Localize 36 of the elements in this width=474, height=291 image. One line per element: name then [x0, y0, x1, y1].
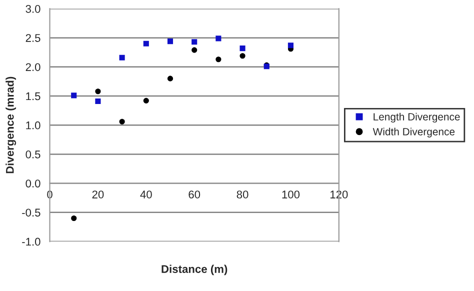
y-tick-label: 0.0 — [26, 180, 40, 188]
x-tick-label: 20 — [92, 190, 104, 198]
x-tick-label: 60 — [188, 190, 200, 198]
point — [240, 53, 246, 59]
point — [167, 76, 174, 82]
point — [240, 46, 246, 52]
x-tick-label: 40 — [140, 190, 152, 198]
y-tick-label: -1.0 — [22, 238, 40, 246]
point — [119, 54, 125, 60]
x-tick-label: 120 — [330, 190, 348, 198]
y-tick-label: -0.5 — [22, 208, 40, 217]
point — [167, 38, 174, 44]
x-tick-label: 80 — [236, 190, 248, 198]
point — [288, 42, 294, 48]
point — [216, 56, 222, 62]
x-tick-label: 100 — [282, 190, 300, 198]
legend-label: Width Divergence — [372, 128, 455, 138]
legend-label: Length Divergence — [374, 112, 460, 123]
point — [192, 39, 198, 45]
y-tick-label: 3.0 — [26, 4, 40, 13]
point — [143, 40, 149, 46]
y-tick-label: 2.0 — [26, 63, 40, 72]
y-axis-title: Divergence (mrad) — [6, 76, 16, 174]
point — [216, 36, 222, 42]
y-tick-label: 1.0 — [26, 121, 40, 130]
y-tick-label: 0.5 — [26, 150, 40, 158]
point — [95, 88, 101, 94]
x-axis-title: Distance (m) — [162, 264, 228, 276]
point — [71, 215, 77, 222]
point — [119, 118, 125, 124]
point — [192, 47, 198, 53]
y-tick-label: 2.5 — [26, 34, 40, 42]
point — [143, 98, 149, 104]
point — [95, 98, 101, 104]
y-tick-label: 1.5 — [26, 92, 40, 100]
point — [71, 92, 77, 98]
